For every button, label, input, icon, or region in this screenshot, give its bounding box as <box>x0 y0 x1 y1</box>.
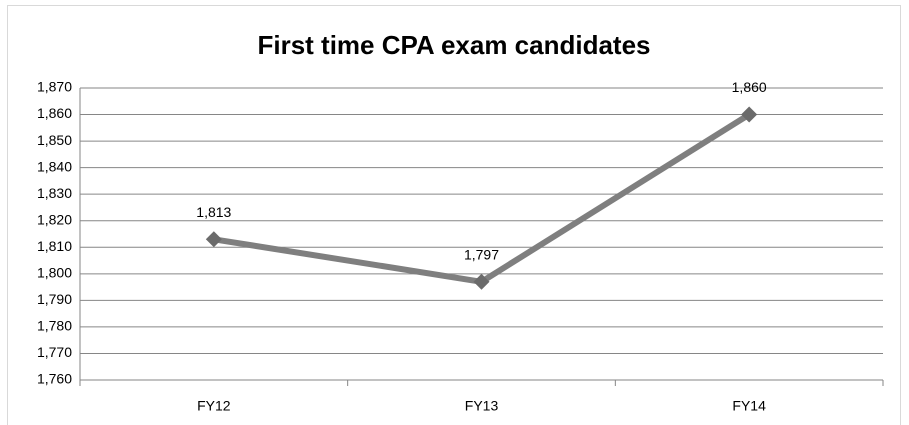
x-tick-label: FY13 <box>465 398 499 414</box>
y-tick-label: 1,820 <box>37 211 72 227</box>
x-tick-label: FY14 <box>732 398 766 414</box>
y-tick-label: 1,760 <box>37 371 72 387</box>
y-tick-label: 1,860 <box>37 105 72 121</box>
y-tick-label: 1,830 <box>37 185 72 201</box>
y-tick-label: 1,780 <box>37 318 72 334</box>
x-tick-label: FY12 <box>197 398 231 414</box>
y-tick-label: 1,770 <box>37 344 72 360</box>
data-label: 1,813 <box>196 204 231 220</box>
chart-border <box>7 5 901 425</box>
chart-title: First time CPA exam candidates <box>257 30 650 60</box>
data-label: 1,797 <box>464 246 499 262</box>
data-marker <box>741 106 758 123</box>
y-tick-label: 1,870 <box>37 79 72 95</box>
y-tick-label: 1,810 <box>37 238 72 254</box>
y-tick-label: 1,800 <box>37 265 72 281</box>
data-marker <box>473 273 490 290</box>
data-marker <box>205 231 222 248</box>
y-tick-label: 1,840 <box>37 158 72 174</box>
data-label: 1,860 <box>732 79 767 95</box>
y-tick-label: 1,850 <box>37 132 72 148</box>
y-tick-label: 1,790 <box>37 291 72 307</box>
